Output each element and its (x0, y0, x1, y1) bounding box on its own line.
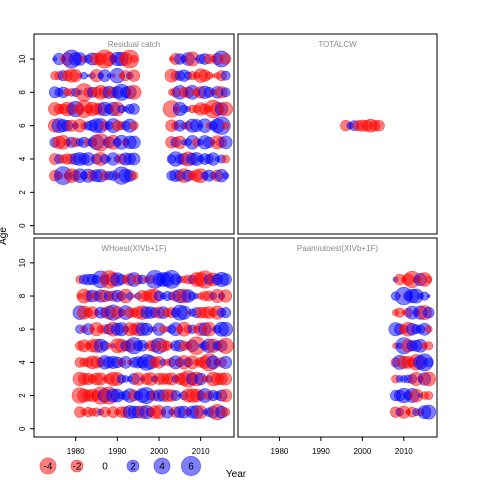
x-axis-label: Year (226, 469, 247, 480)
x-tick-label: 1990 (108, 447, 126, 456)
residual-bubble (129, 121, 139, 131)
residual-bubble (219, 372, 233, 386)
y-tick-label: 6 (18, 123, 27, 128)
residual-bubble (219, 355, 233, 369)
residual-bubble (220, 70, 231, 81)
residual-bubble (220, 87, 231, 98)
residual-bubble (421, 404, 437, 420)
residual-bubble (128, 103, 140, 115)
residual-bubble (422, 306, 435, 319)
x-tick-label: 1980 (271, 447, 289, 456)
residual-bubble (120, 49, 140, 69)
y-tick-label: 10 (18, 258, 27, 267)
legend-label: -2 (73, 462, 82, 473)
legend-label: 6 (188, 462, 194, 473)
panel-4: Paamiutoest(XIVb+1F) (237, 237, 438, 438)
panel-2: TOTALCW (237, 33, 438, 235)
y-tick-label: 4 (18, 156, 27, 161)
residual-bubble (127, 152, 141, 166)
residual-bubble (424, 325, 433, 334)
residual-bubble (219, 388, 233, 403)
legend-bubble (126, 459, 140, 473)
legend-bubble (39, 457, 57, 475)
y-tick-label: 4 (18, 360, 27, 365)
residual-bubble (423, 357, 434, 368)
x-tick-label: 1980 (67, 447, 85, 456)
panel-frame (237, 237, 438, 438)
residual-bubble (424, 391, 434, 401)
residual-bubble (221, 121, 230, 130)
panel-frame (33, 237, 235, 438)
legend-bubble (181, 456, 201, 476)
residual-bubble (126, 85, 142, 100)
residual-bubble (218, 101, 233, 117)
panel-title: Paamiutoest(XIVb+1F) (297, 244, 378, 253)
residual-bubble (220, 53, 232, 65)
panel-frame (237, 33, 438, 235)
panel-frame (33, 33, 235, 235)
residual-bubble (220, 307, 232, 319)
residual-bubble (421, 371, 436, 387)
residual-bubble (373, 119, 385, 132)
y-tick-label: 2 (18, 393, 27, 398)
residual-bubble (127, 135, 141, 149)
residual-bubble (127, 69, 141, 82)
y-tick-label: 8 (18, 293, 27, 298)
legend-label: -4 (44, 462, 53, 473)
residual-bubble (222, 172, 230, 180)
panel-title: Residual catch (108, 40, 160, 49)
residual-bubble (212, 116, 231, 135)
residual-bubble (221, 407, 231, 417)
legend-bubble (70, 459, 84, 473)
y-axis-label: Age (0, 227, 9, 245)
residual-bubble (218, 321, 234, 337)
legend-label: 2 (130, 462, 136, 473)
x-tick-label: 2000 (150, 447, 168, 456)
x-tick-label: 1990 (312, 447, 330, 456)
residual-bubble (217, 337, 234, 354)
legend-label: 0 (102, 462, 108, 473)
x-tick-label: 2010 (192, 447, 210, 456)
y-tick-label: 0 (18, 426, 27, 431)
legend-label: 4 (159, 462, 165, 473)
residual-bubble (221, 154, 230, 164)
residual-bubble (219, 273, 232, 286)
panel-title: TOTALCW (318, 40, 357, 49)
residual-bubble (424, 341, 434, 351)
y-tick-label: 10 (18, 54, 27, 63)
residual-bubble (425, 275, 433, 284)
residual-bubble (426, 294, 431, 298)
panel-title: WHoest(XIVb+1F) (101, 244, 166, 253)
residual-bubble (129, 171, 139, 180)
panel-3: WHoest(XIVb+1F) (33, 237, 235, 438)
x-tick-label: 2000 (353, 447, 371, 456)
y-tick-label: 2 (18, 190, 27, 195)
y-tick-label: 0 (18, 223, 27, 228)
residual-bubble (130, 55, 138, 63)
panel-1: Residual catch (33, 33, 235, 235)
x-tick-label: 2010 (395, 447, 413, 456)
y-tick-label: 6 (18, 326, 27, 331)
residual-bubble (218, 135, 233, 150)
residual-bubble (80, 71, 88, 80)
legend-bubble (153, 457, 171, 475)
residual-bubble (219, 289, 233, 303)
y-tick-label: 8 (18, 90, 27, 95)
